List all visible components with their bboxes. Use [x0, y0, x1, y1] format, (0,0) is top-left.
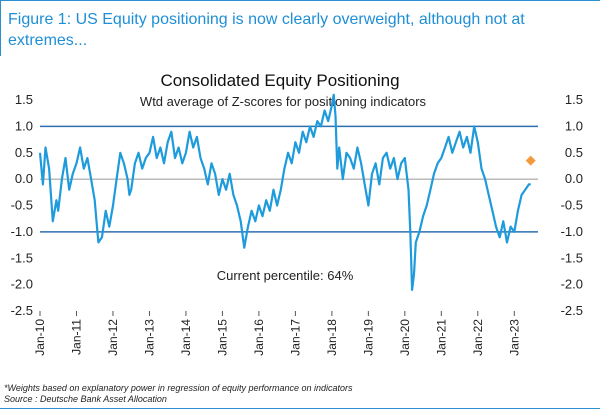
x-tick-label-12: Jan-22: [471, 319, 485, 356]
y-tick-label-left-2: 0.5: [15, 145, 33, 160]
figure-title: Figure 1: US Equity positioning is now c…: [8, 11, 525, 49]
line-chart: Consolidated Equity Positioning Wtd aver…: [11, 71, 583, 356]
chart-title: Consolidated Equity Positioning: [160, 71, 399, 90]
y-tick-label-left-8: -2.5: [11, 303, 33, 318]
y-tick-label-right-1: 1.0: [565, 118, 583, 133]
chart-container: Consolidated Equity Positioning Wtd aver…: [0, 62, 600, 380]
y-tick-label-right-8: -2.5: [561, 303, 583, 318]
x-tick-label-1: Jan-11: [69, 319, 83, 355]
footnote-source: Source : Deutsche Bank Asset Allocation: [4, 394, 167, 404]
x-tick-label-6: Jan-16: [252, 319, 266, 356]
y-tick-label-right-7: -2.0: [561, 277, 583, 292]
y-tick-label-right-0: 1.5: [565, 92, 583, 107]
y-tick-label-right-4: -0.5: [561, 198, 583, 213]
y-tick-label-left-4: -0.5: [11, 198, 33, 213]
x-tick-label-5: Jan-15: [215, 319, 229, 356]
footnotes: *Weights based on explanatory power in r…: [4, 383, 594, 405]
chart-subtitle: Wtd average of Z-scores for positioning …: [140, 94, 427, 109]
x-tick-label-2: Jan-12: [106, 319, 120, 356]
y-tick-label-left-3: 0.0: [15, 171, 33, 186]
y-tick-label-left-1: 1.0: [15, 118, 33, 133]
x-tick-label-7: Jan-17: [288, 319, 302, 356]
y-tick-label-left-6: -1.5: [11, 250, 33, 265]
x-tick-label-0: Jan-10: [33, 319, 47, 356]
x-tick-label-10: Jan-20: [398, 319, 412, 356]
y-tick-label-right-2: 0.5: [565, 145, 583, 160]
x-tick-label-3: Jan-13: [142, 319, 156, 356]
y-tick-label-right-6: -1.5: [561, 250, 583, 265]
y-tick-label-right-5: -1.0: [561, 224, 583, 239]
x-tick-label-4: Jan-14: [179, 319, 193, 356]
figure-header: Figure 1: US Equity positioning is now c…: [0, 0, 600, 56]
y-tick-label-left-7: -2.0: [11, 277, 33, 292]
footnote-weights: *Weights based on explanatory power in r…: [4, 383, 353, 393]
x-tick-label-13: Jan-23: [507, 319, 521, 356]
y-tick-label-left-5: -1.0: [11, 224, 33, 239]
x-tick-label-8: Jan-18: [325, 319, 339, 356]
y-tick-label-left-0: 1.5: [15, 92, 33, 107]
y-tick-label-right-3: 0.0: [565, 171, 583, 186]
current-value-marker: [525, 155, 536, 166]
positioning-series-line: [38, 93, 531, 291]
x-tick-label-9: Jan-19: [361, 319, 375, 356]
current-percentile-annotation: Current percentile: 64%: [217, 268, 354, 283]
x-tick-label-11: Jan-21: [434, 319, 448, 356]
footer-rule: [0, 408, 600, 409]
